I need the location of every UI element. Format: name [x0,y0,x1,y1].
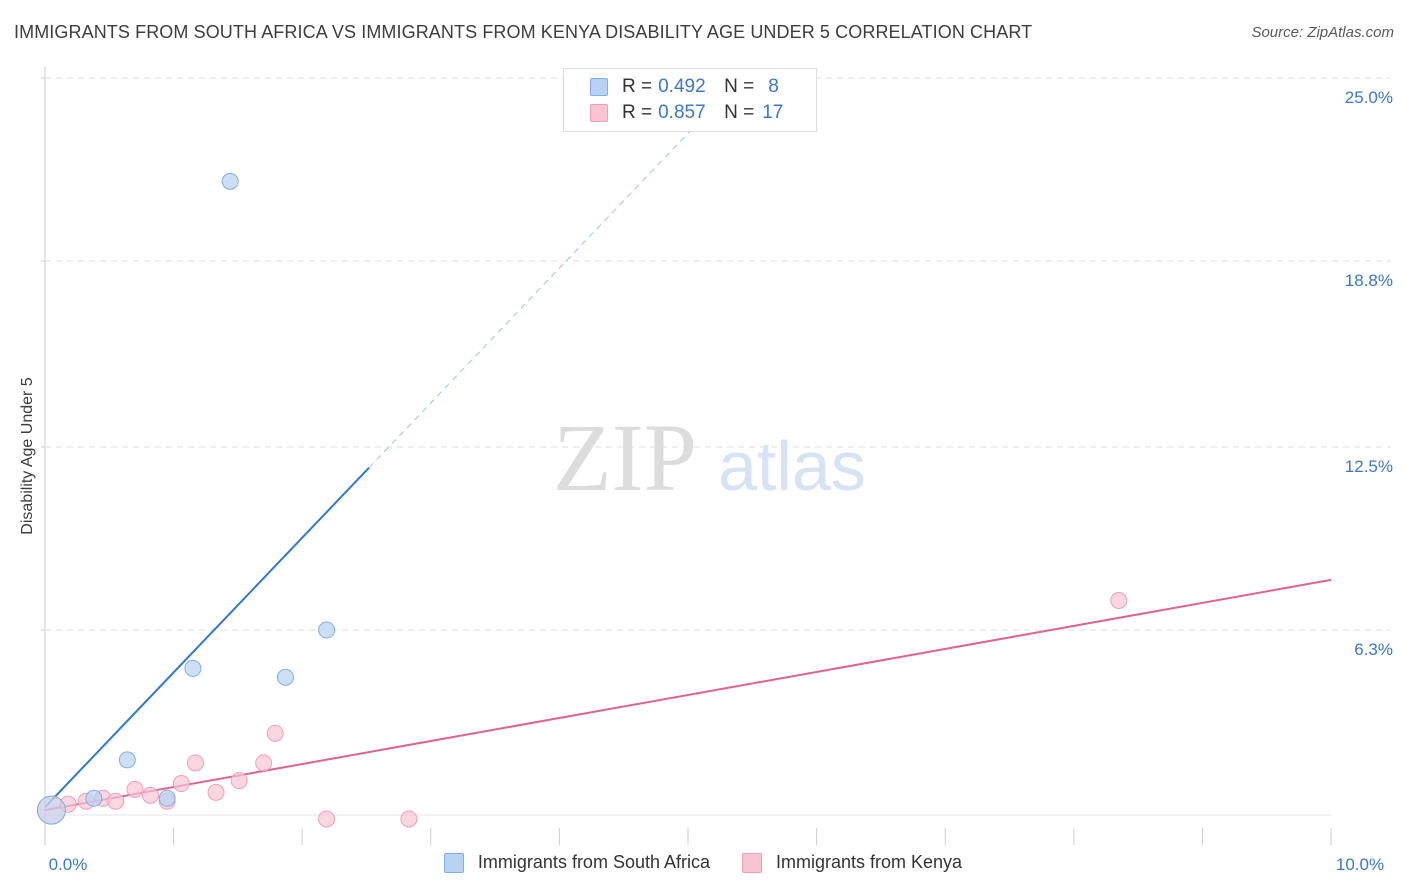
kenya-point [186,754,204,772]
south-africa-point [158,789,176,807]
kenya-point [318,810,336,828]
south-africa-point [118,751,136,769]
r-value: 0.857 [658,102,706,123]
legend-row-kenya: R = 0.857 N = 17 [590,101,783,125]
kenya-point [172,775,190,793]
kenya-point [126,780,144,798]
y-tick-label: 6.3% [1354,640,1393,659]
legend-label: Immigrants from Kenya [776,852,963,872]
south-africa-point [184,659,202,677]
south-africa-point [36,795,66,825]
kenya-point [266,724,284,742]
trend-layer [44,92,1332,812]
grid-layer [41,67,1391,845]
point-layer [36,172,1128,828]
legend-row-south-africa: R = 0.492 N = 8 [590,75,779,99]
kenya-point [107,792,125,810]
source-label[interactable]: Source: ZipAtlas.com [1251,24,1394,41]
legend-label: Immigrants from South Africa [477,852,710,872]
kenya-swatch [590,104,608,122]
south-africa-point [85,789,103,807]
r-label: R = [622,102,653,123]
y-tick-label: 18.8% [1345,271,1393,290]
watermark: ZIP atlas [553,404,866,511]
south-africa-trend-extension [368,92,727,469]
south-africa-point [221,172,239,190]
y-tick-label: 25.0% [1345,88,1393,107]
n-value: 8 [768,76,779,97]
kenya-point [230,772,248,790]
y-axis-title: Disability Age Under 5 [19,377,36,535]
n-value: 17 [762,102,784,123]
tick-layer: 6.3% 12.5% 18.8% 25.0% 0.0% 10.0% [49,88,1393,874]
x-tick-label: 10.0% [1336,855,1384,874]
kenya-point [207,783,225,801]
y-tick-label: 12.5% [1345,457,1393,476]
n-label: N = [724,102,755,123]
kenya-point [255,754,273,772]
kenya-point [141,786,159,804]
kenya-point [400,810,418,828]
kenya-point [1110,592,1128,610]
south-africa-point [276,668,294,686]
south-africa-point [318,621,336,639]
r-label: R = [622,76,653,97]
south-africa-trend-line [44,466,370,808]
kenya-trend-line [44,578,1332,812]
series-legend: Immigrants from South Africa Immigrants … [0,852,1406,873]
r-value: 0.492 [658,76,706,97]
n-label: N = [724,76,755,97]
watermark-zip: ZIP [553,404,697,511]
south-africa-swatch [443,852,464,873]
correlation-legend: R = 0.492 N = 8 R = 0.857 N = 17 [563,68,817,132]
south-africa-swatch [590,78,608,96]
legend-item-south-africa[interactable]: Immigrants from South Africa [443,852,710,873]
chart-title: IMMIGRANTS FROM SOUTH AFRICA VS IMMIGRAN… [14,22,1033,42]
x-tick-label: 0.0% [49,855,88,874]
legend-item-kenya[interactable]: Immigrants from Kenya [742,852,962,873]
kenya-swatch [742,852,762,873]
watermark-atlas: atlas [718,427,866,505]
